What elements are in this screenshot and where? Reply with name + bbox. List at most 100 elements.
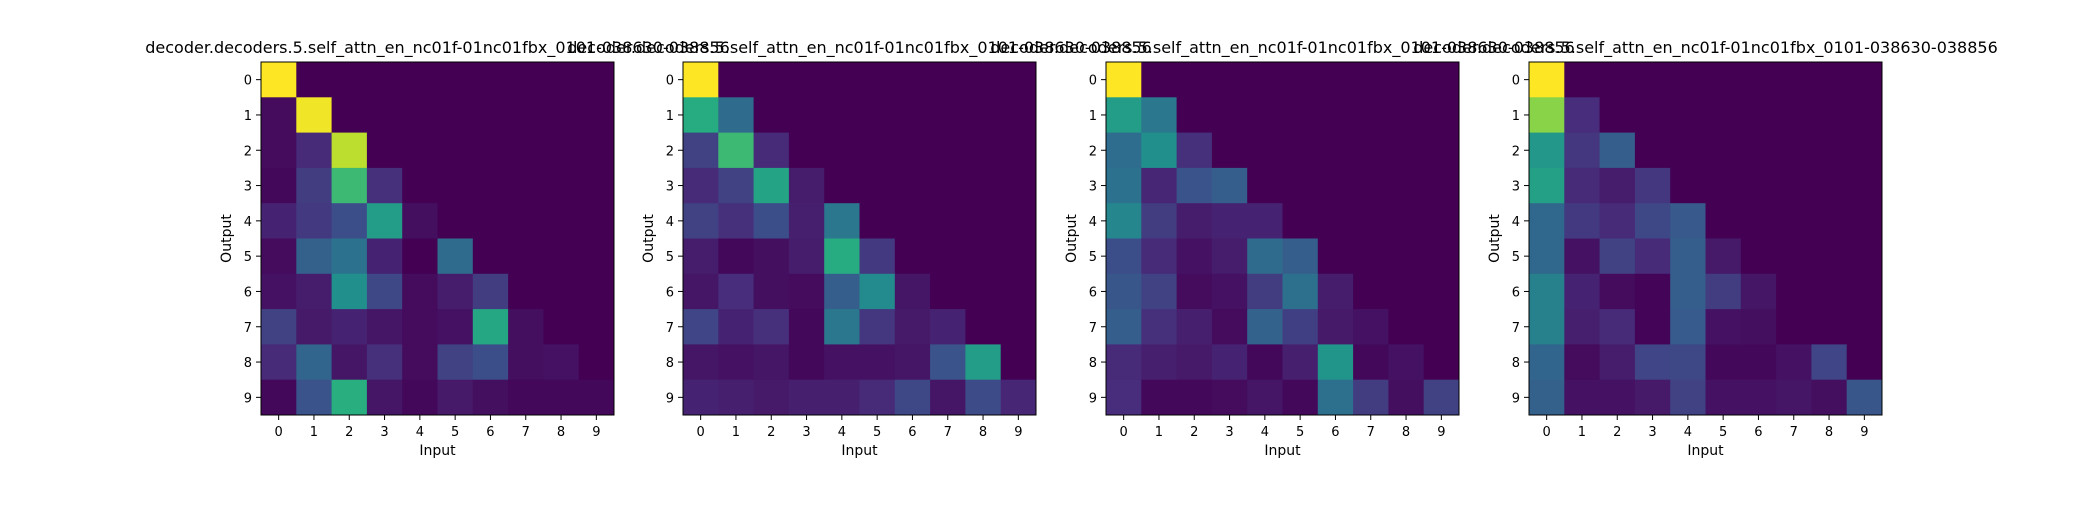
x-tick-label: 7 [1367,425,1375,440]
heatmap-cell [1106,379,1142,416]
y-tick-label: 2 [244,144,252,159]
heatmap-cell [1176,379,1213,416]
heatmap-cell [402,167,438,204]
heatmap-cell [1634,203,1671,239]
heatmap-cell [1776,344,1812,381]
heatmap-cell [508,97,544,133]
heatmap-cell [1634,309,1671,345]
heatmap-cell [1846,167,1883,204]
heatmap-cell [1776,62,1812,98]
heatmap-cell [331,344,368,381]
heatmap-cell [859,309,896,345]
heatmap-cell [1740,273,1777,310]
heatmap-cell [543,62,580,98]
x-tick-label: 2 [1190,425,1198,440]
heatmap-cell [718,379,754,416]
heatmap-cell [753,238,790,275]
heatmap-cell [437,203,474,239]
heatmap-cell [1176,97,1213,133]
heatmap-cell [894,167,931,204]
heatmap-panel-3: 0 1 2 3 4 5 6 7 8 9 0 1 2 3 4 5 6 7 8 9 Input Output decoder.d… [990,38,1575,459]
x-tick-label: 7 [1790,425,1798,440]
heatmap-cell [1353,273,1389,310]
heatmap-cell [1811,344,1848,381]
heatmap-cell [1353,379,1389,416]
heatmap-cell [1705,379,1742,416]
x-tick-label: 9 [1437,425,1445,440]
y-tick-label: 4 [244,215,252,230]
heatmap-cell [1353,203,1389,239]
heatmap-cell [1846,132,1883,169]
heatmap-cell [1599,379,1636,416]
chart-title: decoder.decoders.5.self_attn_en_nc01f-01… [1413,38,1998,58]
y-tick-label: 2 [1512,144,1520,159]
x-tick-label: 7 [944,425,952,440]
heatmap-cell [543,238,580,275]
heatmap-cell [543,309,580,345]
heatmap-cell [1282,62,1319,98]
heatmap-cell [261,97,297,133]
heatmap-cell [1564,97,1600,133]
heatmap-cell [753,203,790,239]
heatmap-cell [366,62,403,98]
heatmap-cell [402,309,438,345]
x-tick-label: 9 [592,425,600,440]
heatmap-cell [930,309,966,345]
heatmap-cell [1740,344,1777,381]
heatmap-cell [1353,309,1389,345]
heatmap-cell [437,238,474,275]
x-tick-label: 8 [979,425,987,440]
heatmap-cell [1106,97,1142,133]
x-tick-label: 5 [873,425,881,440]
heatmap-cell [1106,62,1142,98]
heatmap-cell [1141,62,1177,98]
heatmap-cell [1670,132,1706,169]
heatmap-cell [472,132,509,169]
heatmap-cell [1564,167,1600,204]
heatmap-cell [1670,309,1706,345]
heatmap-cell [296,203,332,239]
heatmap-cell [1247,309,1283,345]
heatmap-cell [965,97,1002,133]
y-tick-label: 3 [1089,180,1097,195]
heatmap-cell [366,379,403,416]
y-tick-label: 6 [1089,285,1097,300]
heatmap-cell [1811,309,1848,345]
heatmap-cell [1000,203,1037,239]
heatmap-cell [1141,97,1177,133]
heatmap-cell [1423,132,1460,169]
y-tick-label: 8 [666,356,674,371]
heatmap-cell [894,62,931,98]
x-tick-label: 5 [451,425,459,440]
heatmap-cell [930,203,966,239]
chart-title: decoder.decoders.5.self_attn_en_nc01f-01… [145,38,730,58]
x-tick-label: 1 [1155,425,1163,440]
x-tick-label: 5 [1719,425,1727,440]
y-tick-label: 5 [666,250,674,265]
heatmap-cell [1740,167,1777,204]
heatmap-cell [859,379,896,416]
heatmap-cell [1211,309,1248,345]
heatmap-cell [1670,97,1706,133]
heatmap-cell [1106,132,1142,169]
heatmap-cell [543,97,580,133]
heatmap-cell [965,167,1002,204]
heatmap-cell [1811,97,1848,133]
heatmap-cell [930,238,966,275]
heatmap-cell [1564,238,1600,275]
heatmap-cell [1141,132,1177,169]
heatmap-cell [1705,344,1742,381]
heatmap-cell [718,309,754,345]
x-tick-label: 8 [557,425,565,440]
heatmap-cell [261,238,297,275]
heatmap-cell [1529,379,1565,416]
heatmap-cell [788,167,825,204]
y-tick-label: 1 [1089,109,1097,124]
heatmap-cell [1564,309,1600,345]
heatmap-cell [1811,167,1848,204]
heatmap-cell [1000,132,1037,169]
heatmap-cell [1846,238,1883,275]
heatmap-cell [508,167,544,204]
heatmap-cell [1353,167,1389,204]
heatmap-cell [718,132,754,169]
